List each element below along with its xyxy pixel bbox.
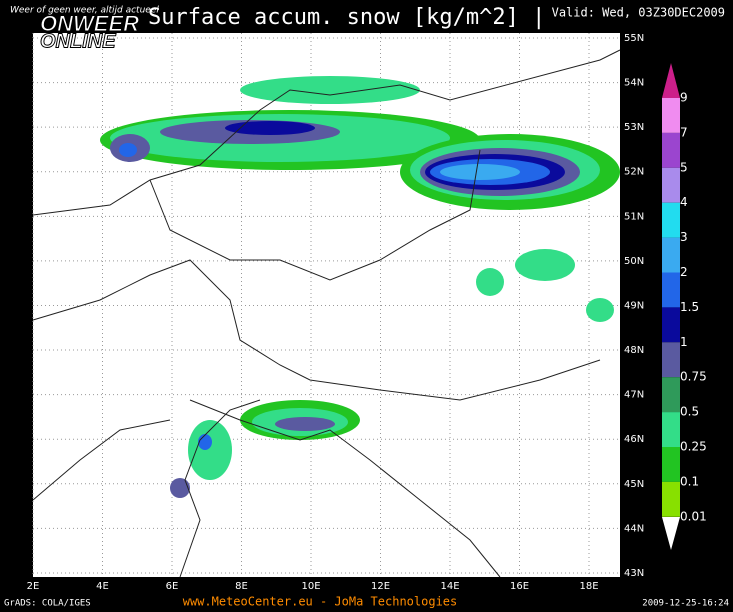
lon-label: 18E	[579, 581, 598, 592]
colorbar-label: 1.5	[680, 300, 699, 314]
colorbar-segment	[662, 237, 680, 273]
colorbar-label: 5	[680, 160, 688, 174]
snow-fields	[100, 76, 620, 498]
colorbar-segment	[662, 202, 680, 238]
colorbar-segment	[662, 447, 680, 482]
colorbar-segment	[662, 167, 680, 203]
lat-label: 51N	[624, 211, 644, 222]
lon-label: 8E	[235, 581, 248, 592]
lat-label: 45N	[624, 479, 644, 490]
colorbar-label: 1	[680, 335, 688, 349]
lon-label: 12E	[371, 581, 390, 592]
lat-label: 50N	[624, 256, 644, 267]
lat-label: 53N	[624, 122, 644, 133]
footer-left: GrADS: COLA/IGES	[4, 599, 91, 609]
colorbar-label: 7	[680, 125, 688, 139]
footer-right: 2009-12-25-16:24	[642, 599, 729, 609]
colorbar-segment	[662, 481, 680, 517]
colorbar-segment	[662, 377, 680, 413]
colorbar-segment	[662, 98, 680, 133]
colorbar-high-triangle	[662, 63, 680, 98]
lat-label: 49N	[624, 300, 644, 311]
colorbar-label: 9	[680, 91, 688, 105]
lon-label: 10E	[301, 581, 320, 592]
colorbar-segment	[662, 307, 680, 343]
colorbar-label: 0.01	[680, 509, 707, 523]
lat-label: 54N	[624, 78, 644, 89]
colorbar-label: 4	[680, 195, 688, 209]
lon-labels: 2E 4E 6E 8E 10E 12E 14E 16E 18E	[27, 581, 599, 592]
logo-line2: ONLINE	[40, 30, 116, 52]
colorbar: 9 7 5 4 3 2 1.5 1 0.75 0.5 0.25 0.1 0.01	[662, 63, 707, 550]
lon-label: 6E	[166, 581, 179, 592]
colorbar-segment	[662, 342, 680, 378]
borders	[32, 49, 621, 578]
lat-label: 43N	[624, 568, 644, 579]
lat-label: 55N	[624, 33, 644, 44]
lat-label: 52N	[624, 167, 644, 178]
lon-label: 4E	[96, 581, 109, 592]
footer-center: www.MeteoCenter.eu - JoMa Technologies	[183, 595, 458, 609]
logo-line1: ONWEER	[40, 11, 139, 36]
lat-label: 44N	[624, 523, 644, 534]
lat-labels: 55N 54N 53N 52N 51N 50N 49N 48N 47N 46N 45N 44N 43N	[624, 33, 644, 579]
colorbar-segment	[662, 132, 680, 168]
colorbar-label: 0.5	[680, 405, 699, 419]
title: Surface accum. snow [kg/m^2] |	[148, 5, 545, 30]
logo-tagline: Weer of geen weer, altijd actueel	[10, 6, 159, 16]
lat-label: 46N	[624, 434, 644, 445]
lon-label: 14E	[440, 581, 459, 592]
colorbar-segment	[662, 272, 680, 308]
colorbar-label: 0.75	[680, 370, 707, 384]
lon-label: 2E	[27, 581, 40, 592]
lat-label: 47N	[624, 390, 644, 401]
valid-time: Valid: Wed, 03Z30DEC2009	[552, 6, 725, 20]
colorbar-low-triangle	[662, 517, 680, 550]
logo: Weer of geen weer, altijd actueel ONWEER…	[10, 6, 159, 53]
lon-label: 16E	[510, 581, 529, 592]
colorbar-segment	[662, 412, 680, 447]
colorbar-label: 3	[680, 230, 688, 244]
colorbar-label: 0.25	[680, 440, 707, 454]
colorbar-label: 0.1	[680, 474, 699, 488]
lat-label: 48N	[624, 345, 644, 356]
colorbar-label: 2	[680, 265, 688, 279]
